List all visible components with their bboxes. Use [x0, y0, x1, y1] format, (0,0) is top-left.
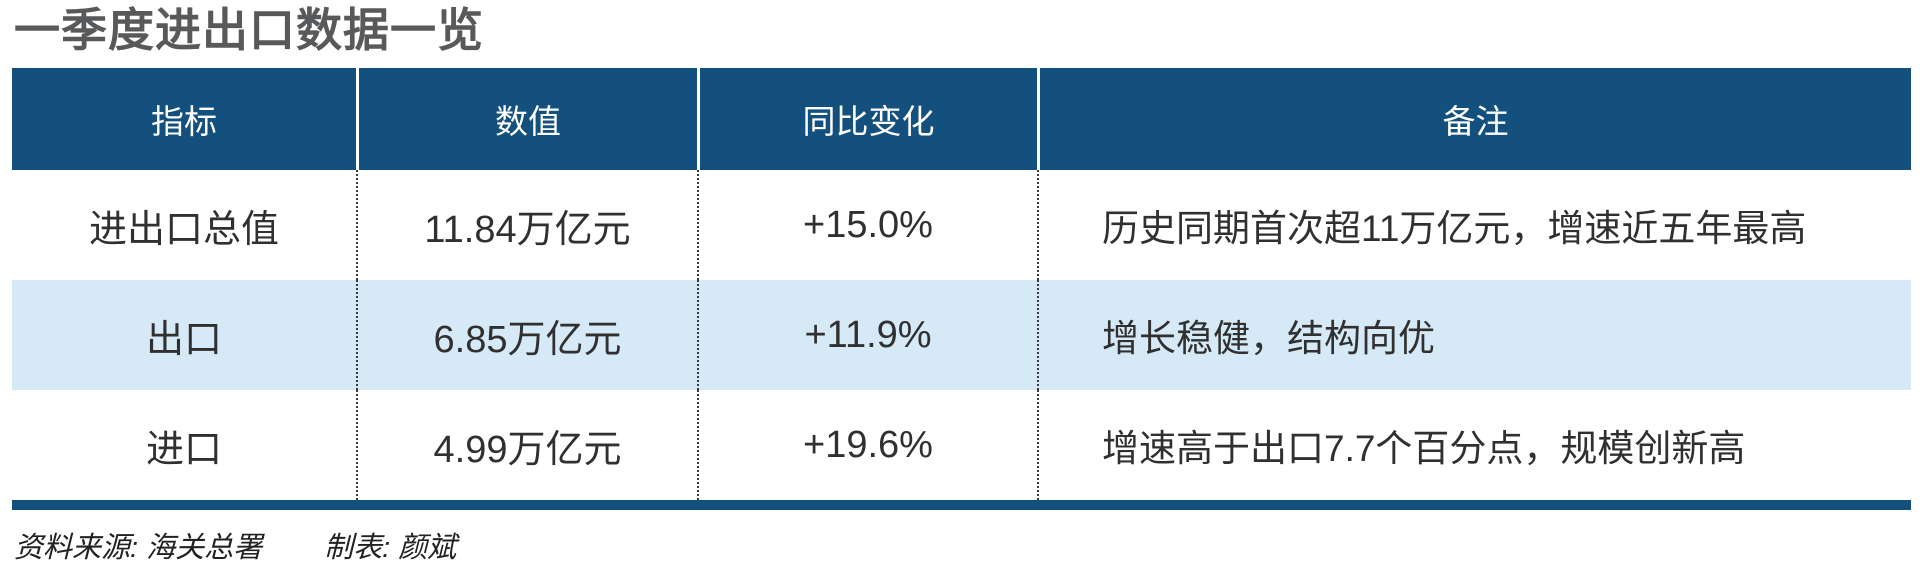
- cell-note: 历史同期首次超11万亿元，增速近五年最高: [1037, 170, 1911, 280]
- column-header-indicator: 指标: [151, 103, 217, 140]
- table-header-row: 指标 数值 同比变化 备注: [12, 68, 1911, 170]
- cell-value: 4.99万亿元: [356, 390, 697, 500]
- cell-indicator: 进口: [145, 428, 222, 471]
- cell-indicator: 出口: [145, 318, 222, 361]
- page-title: 一季度进出口数据一览: [14, 4, 484, 56]
- column-header-value: 数值: [356, 68, 697, 170]
- source-credit: 资料来源: 海关总署: [14, 532, 263, 564]
- footer-credits: 资料来源: 海关总署 制表: 颜斌: [14, 524, 1927, 566]
- cell-yoy-change: +15.0%: [697, 170, 1037, 280]
- cell-value: 11.84万亿元: [356, 170, 697, 280]
- cell-note: 增速高于出口7.7个百分点，规模创新高: [1037, 390, 1911, 500]
- trade-data-table: 指标 数值 同比变化 备注 进出口总值 11.84万亿元 +15.0% 历史同期…: [12, 68, 1911, 510]
- cell-note: 增长稳健，结构向优: [1037, 280, 1911, 390]
- cell-indicator: 进出口总值: [88, 208, 279, 251]
- table-body: 进出口总值 11.84万亿元 +15.0% 历史同期首次超11万亿元，增速近五年…: [12, 170, 1911, 500]
- cell-yoy-change: +19.6%: [697, 390, 1037, 500]
- table-row-total: 进出口总值 11.84万亿元 +15.0% 历史同期首次超11万亿元，增速近五年…: [12, 170, 1911, 280]
- column-header-notes: 备注: [1037, 68, 1911, 170]
- column-header-yoy-change: 同比变化: [697, 68, 1037, 170]
- table-bottom-border: [12, 500, 1911, 510]
- table-row-export: 出口 6.85万亿元 +11.9% 增长稳健，结构向优: [12, 280, 1911, 390]
- cell-value: 6.85万亿元: [356, 280, 697, 390]
- table-row-import: 进口 4.99万亿元 +19.6% 增速高于出口7.7个百分点，规模创新高: [12, 390, 1911, 500]
- author-credit: 制表: 颜斌: [324, 532, 457, 564]
- cell-yoy-change: +11.9%: [697, 280, 1037, 390]
